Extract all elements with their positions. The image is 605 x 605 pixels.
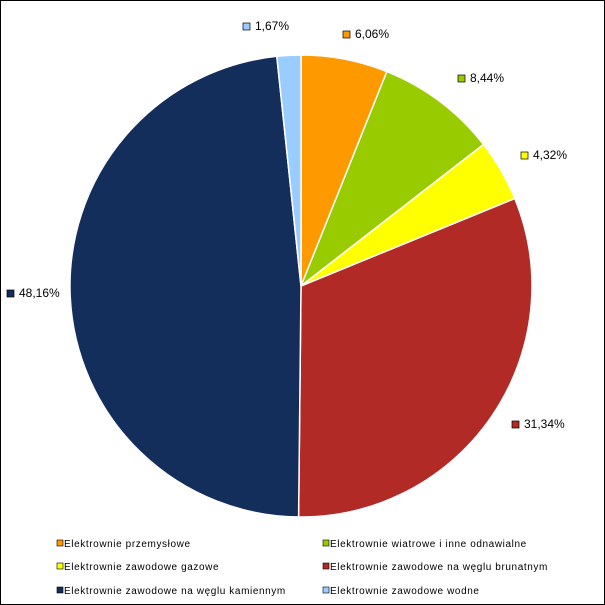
legend-marker [56, 586, 64, 594]
legend-marker [322, 539, 330, 547]
legend: Elektrownie przemysłowe Elektrownie wiatr… [56, 539, 548, 597]
legend-marker [56, 539, 64, 547]
pie-slice [297, 197, 533, 518]
legend-entry: Elektrownie zawodowe wodne [330, 586, 480, 597]
data-label-marker [457, 74, 466, 83]
data-label: 1,67% [255, 19, 289, 33]
data-label: 31,34% [524, 417, 565, 431]
legend-marker [322, 586, 330, 594]
legend-entry: Elektrownie zawodowe na węglu kamiennym [64, 586, 286, 597]
data-label: 8,44% [470, 71, 504, 85]
data-label-marker [342, 30, 351, 39]
legend-marker [56, 562, 64, 570]
legend-entry: Elektrownie wiatrowe i inne odnawialne [330, 539, 527, 550]
legend-entry: Elektrownie zawodowe gazowe [64, 562, 219, 573]
pie-slice [69, 55, 302, 518]
pie-slice [299, 70, 485, 289]
data-label: 48,16% [19, 286, 60, 300]
legend-marker [322, 562, 330, 570]
data-label-marker [242, 22, 251, 31]
data-label-marker [520, 151, 529, 160]
pie-slices [69, 54, 533, 518]
data-label-marker [6, 289, 15, 298]
data-labels: 6,06% 8,44% 4,32% 31,34% 48,16% 1,67% [6, 19, 567, 431]
legend-entry: Elektrownie przemysłowe [64, 539, 191, 550]
data-label: 6,06% [355, 27, 389, 41]
data-label: 4,32% [533, 148, 567, 162]
pie-slice [275, 54, 302, 287]
data-label-marker [511, 420, 520, 429]
legend-entry: Elektrownie zawodowe na węglu brunatnym [330, 562, 548, 573]
